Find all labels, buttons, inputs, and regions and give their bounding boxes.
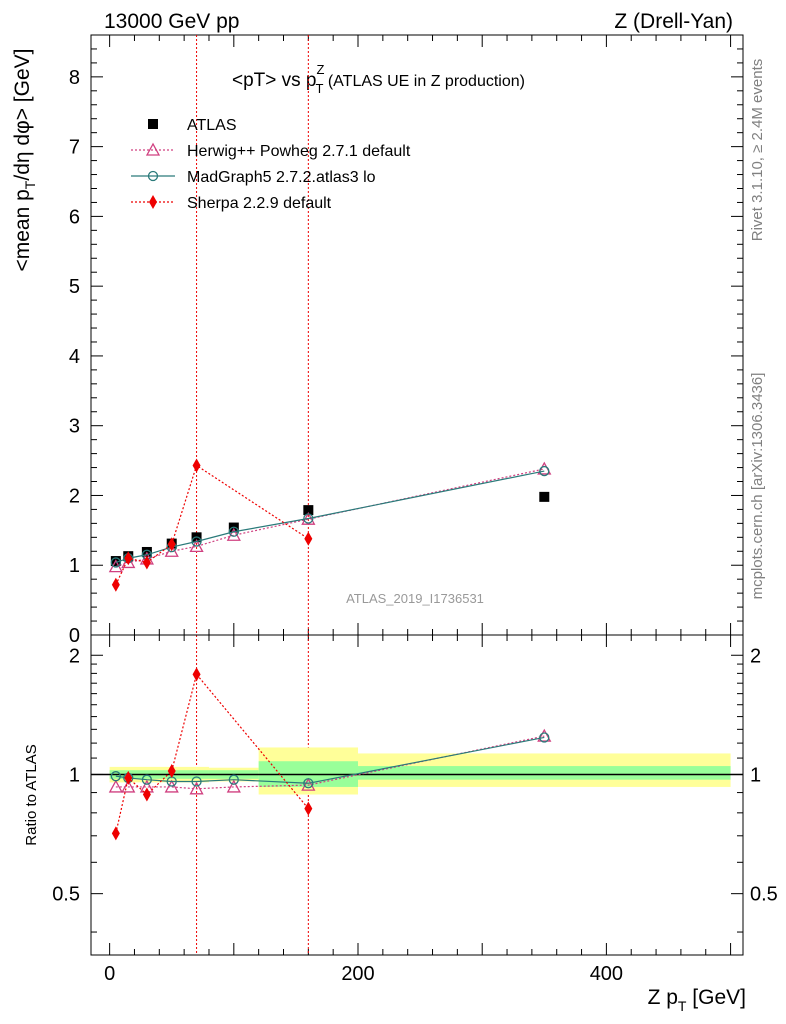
data-point-sherpa-2-2-9-default <box>111 577 120 592</box>
data-point-sherpa-2-2-9-default <box>304 531 313 546</box>
main-panel: 0 1 2 3 4 5 6 7 8 <box>69 34 744 955</box>
y-tick-label: 0 <box>69 625 80 647</box>
ratio-point-madgraph5-2-7-2-atlas3-lo <box>539 732 550 743</box>
header-left: 13000 GeV pp <box>104 10 239 33</box>
ratio-y-tick-label-right: 0.5 <box>750 884 778 906</box>
ratio-point-madgraph5-2-7-2-atlas3-lo <box>228 774 239 785</box>
y-tick-label: 6 <box>69 206 80 228</box>
ratio-y-tick-label: 0.5 <box>52 884 80 906</box>
plot-title-main: <pT> vs p <box>232 70 317 91</box>
legend-label-madgraph5-2-7-2-atlas3-lo: MadGraph5 2.7.2.atlas3 lo <box>187 169 376 186</box>
ratio-point-sherpa-2-2-9-default <box>124 770 133 785</box>
y-axis-label-post: /dη dφ> [GeV] <box>11 49 34 181</box>
ratio-y-axis-label: Ratio to ATLAS <box>23 744 40 845</box>
mcplots-label: mcplots.cern.ch [arXiv:1306.3436] <box>749 373 766 600</box>
ratio-point-herwig-powheg-2-7-1-default <box>164 779 179 793</box>
legend-marker-herwig-powheg-2-7-1-default <box>145 142 161 156</box>
data-point-sherpa-2-2-9-default <box>124 551 133 566</box>
x-tick-label: 0 <box>104 963 115 985</box>
plot-title-sub: T <box>315 81 323 96</box>
ratio-y-tick-label-right: 1 <box>750 764 761 786</box>
series-line-sherpa-2-2-9-default <box>115 464 309 586</box>
ratio-frame <box>90 634 744 956</box>
y-axis-label: <mean pT/dη dφ> [GeV] <box>11 49 38 272</box>
data-point-herwig-powheg-2-7-1-default <box>189 539 204 553</box>
data-point-atlas <box>303 505 314 516</box>
plot-title-sup: Z <box>317 62 325 77</box>
y-tick-label: 7 <box>69 137 80 159</box>
ratio-point-sherpa-2-2-9-default <box>142 787 151 802</box>
y-tick-label: 4 <box>69 346 80 368</box>
ratio-point-herwig-powheg-2-7-1-default <box>189 781 204 795</box>
x-axis-label-rest: [GeV] <box>686 986 746 1009</box>
ratio-point-sherpa-2-2-9-default <box>304 801 313 816</box>
y-tick-label: 5 <box>69 276 80 298</box>
x-tick-label: 400 <box>590 963 623 985</box>
x-axis-label-main: Z p <box>648 986 678 1009</box>
y-axis-label-sub: T <box>22 180 38 189</box>
ratio-point-herwig-powheg-2-7-1-default <box>108 779 123 793</box>
data-point-sherpa-2-2-9-default <box>142 555 151 570</box>
legend-label-sherpa-2-2-9-default: Sherpa 2.2.9 default <box>187 195 332 212</box>
legend-marker-sherpa-2-2-9-default <box>149 195 157 209</box>
ratio-band-inner <box>358 766 731 780</box>
y-tick-label: 1 <box>69 555 80 577</box>
ratio-point-madgraph5-2-7-2-atlas3-lo <box>141 774 153 785</box>
ratio-y-tick-label: 2 <box>69 645 80 667</box>
ratio-panel: 0 200 400 0.5 0.5 1 1 2 2 <box>52 634 778 985</box>
ratio-y-tick-label: 1 <box>69 764 80 786</box>
data-point-madgraph5-2-7-2-atlas3-lo <box>110 557 121 568</box>
ratio-point-sherpa-2-2-9-default <box>192 667 201 682</box>
y-tick-label: 2 <box>69 485 80 507</box>
analysis-watermark: ATLAS_2019_I1736531 <box>346 591 484 606</box>
ratio-point-herwig-powheg-2-7-1-default <box>301 777 316 791</box>
ratio-point-herwig-powheg-2-7-1-default <box>121 779 136 793</box>
data-point-atlas <box>539 491 550 502</box>
ratio-line-herwig-powheg-2-7-1-default <box>115 735 545 790</box>
y-tick-label: 3 <box>69 416 80 438</box>
data-point-herwig-powheg-2-7-1-default <box>537 461 552 475</box>
data-point-madgraph5-2-7-2-atlas3-lo <box>303 513 314 524</box>
data-point-sherpa-2-2-9-default <box>192 458 201 473</box>
ratio-point-herwig-powheg-2-7-1-default <box>226 779 241 793</box>
ratio-point-madgraph5-2-7-2-atlas3-lo <box>110 771 121 782</box>
y-axis-label-pre: <mean p <box>11 189 34 271</box>
plot-title-rest: (ATLAS UE in Z production) <box>323 73 525 90</box>
legend-label-herwig-powheg-2-7-1-default: Herwig++ Powheg 2.7.1 default <box>187 143 411 160</box>
data-point-madgraph5-2-7-2-atlas3-lo <box>228 526 239 537</box>
y-tick-label: 8 <box>69 67 80 89</box>
legend-marker-madgraph5-2-7-2-atlas3-lo <box>147 170 159 182</box>
data-point-madgraph5-2-7-2-atlas3-lo <box>539 465 550 477</box>
ratio-point-madgraph5-2-7-2-atlas3-lo <box>303 778 314 789</box>
ratio-point-madgraph5-2-7-2-atlas3-lo <box>191 776 202 787</box>
ratio-point-herwig-powheg-2-7-1-default <box>537 728 552 742</box>
legend-marker-atlas <box>148 119 158 129</box>
legend-label-atlas: ATLAS <box>187 117 237 134</box>
plot-title: <pT> vs pZ T (ATLAS UE in Z production) <box>232 62 525 96</box>
rivet-version-label: Rivet 3.1.10, ≥ 2.4M events <box>749 59 766 242</box>
series-line-madgraph5-2-7-2-atlas3-lo <box>115 470 545 564</box>
x-axis-label-sub: T <box>678 998 687 1014</box>
ratio-y-tick-label-right: 2 <box>750 645 761 667</box>
ratio-point-sherpa-2-2-9-default <box>167 764 176 779</box>
legend: ATLAS Herwig++ Powheg 2.7.1 default MadGra… <box>131 117 411 212</box>
ratio-point-sherpa-2-2-9-default <box>111 826 120 841</box>
header-right: Z (Drell-Yan) <box>614 10 733 33</box>
x-tick-label: 200 <box>341 963 374 985</box>
data-point-sherpa-2-2-9-default <box>167 537 176 552</box>
x-axis-label: Z pT [GeV] <box>648 986 746 1014</box>
data-point-madgraph5-2-7-2-atlas3-lo <box>191 536 202 547</box>
ratio-line-sherpa-2-2-9-default <box>115 673 309 834</box>
